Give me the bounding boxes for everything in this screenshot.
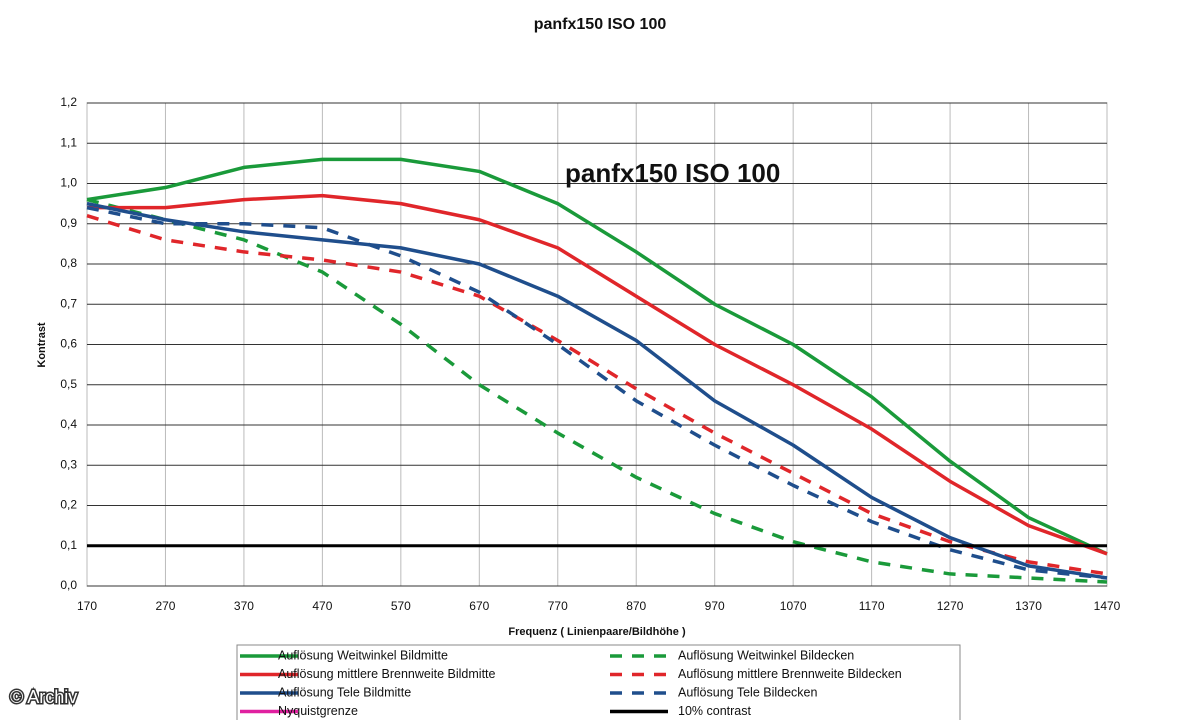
legend-label: Auflösung mittlere Brennweite Bildmitte <box>278 667 496 681</box>
chart-title: panfx150 ISO 100 <box>534 16 667 33</box>
legend-label: Auflösung Tele Bildmitte <box>278 685 411 699</box>
series-line <box>86 214 1108 576</box>
legend-label: 10% contrast <box>678 704 751 718</box>
y-tick-label: 0,5 <box>60 377 77 391</box>
y-tick-label: 0,1 <box>60 538 77 552</box>
series-line <box>86 201 1108 580</box>
y-tick-label: 1,2 <box>60 95 77 109</box>
y-tick-label: 0,3 <box>60 457 77 471</box>
y-tick-label: 0,4 <box>60 417 77 431</box>
series-line <box>87 193 1108 556</box>
y-tick-label: 1,0 <box>60 176 77 190</box>
legend-label: Nyquistgrenze <box>278 704 358 718</box>
x-tick-label: 270 <box>155 599 175 613</box>
y-axis-label: Kontrast <box>36 322 48 368</box>
x-tick-label: 670 <box>469 599 489 613</box>
x-tick-label: 970 <box>705 599 725 613</box>
x-tick-label: 470 <box>312 599 332 613</box>
x-tick-label: 370 <box>234 599 254 613</box>
y-tick-label: 0,8 <box>60 256 77 270</box>
y-tick-label: 1,1 <box>60 135 77 149</box>
y-tick-label: 0,9 <box>60 216 77 230</box>
x-tick-label: 1170 <box>859 599 885 613</box>
x-tick-label: 570 <box>391 599 411 613</box>
series-line <box>86 157 1108 556</box>
y-tick-label: 0,0 <box>60 578 77 592</box>
x-tick-label: 170 <box>77 599 97 613</box>
legend-box <box>236 644 961 720</box>
y-tick-label: 0,6 <box>60 337 77 351</box>
x-tick-label: 1470 <box>1094 599 1121 613</box>
legend-label: Auflösung Weitwinkel Bildecken <box>678 648 854 662</box>
legend-label: Auflösung mittlere Brennweite Bildecken <box>678 667 902 681</box>
x-tick-label: 770 <box>548 599 568 613</box>
x-tick-label: 1270 <box>937 599 964 613</box>
watermark: © Archiv <box>10 687 77 707</box>
y-tick-label: 0,2 <box>60 498 77 512</box>
annotation: panfx150 ISO 100 <box>565 158 780 188</box>
legend-label: Auflösung Weitwinkel Bildmitte <box>278 648 448 662</box>
series-line <box>86 197 1108 584</box>
y-tick-label: 0,7 <box>60 296 77 310</box>
x-tick-label: 870 <box>626 599 646 613</box>
legend-label: Auflösung Tele Bildecken <box>678 685 817 699</box>
x-tick-label: 1070 <box>780 599 807 613</box>
x-tick-label: 1370 <box>1015 599 1042 613</box>
x-axis-label: Frequenz ( Linienpaare/Bildhöhe ) <box>508 626 686 638</box>
